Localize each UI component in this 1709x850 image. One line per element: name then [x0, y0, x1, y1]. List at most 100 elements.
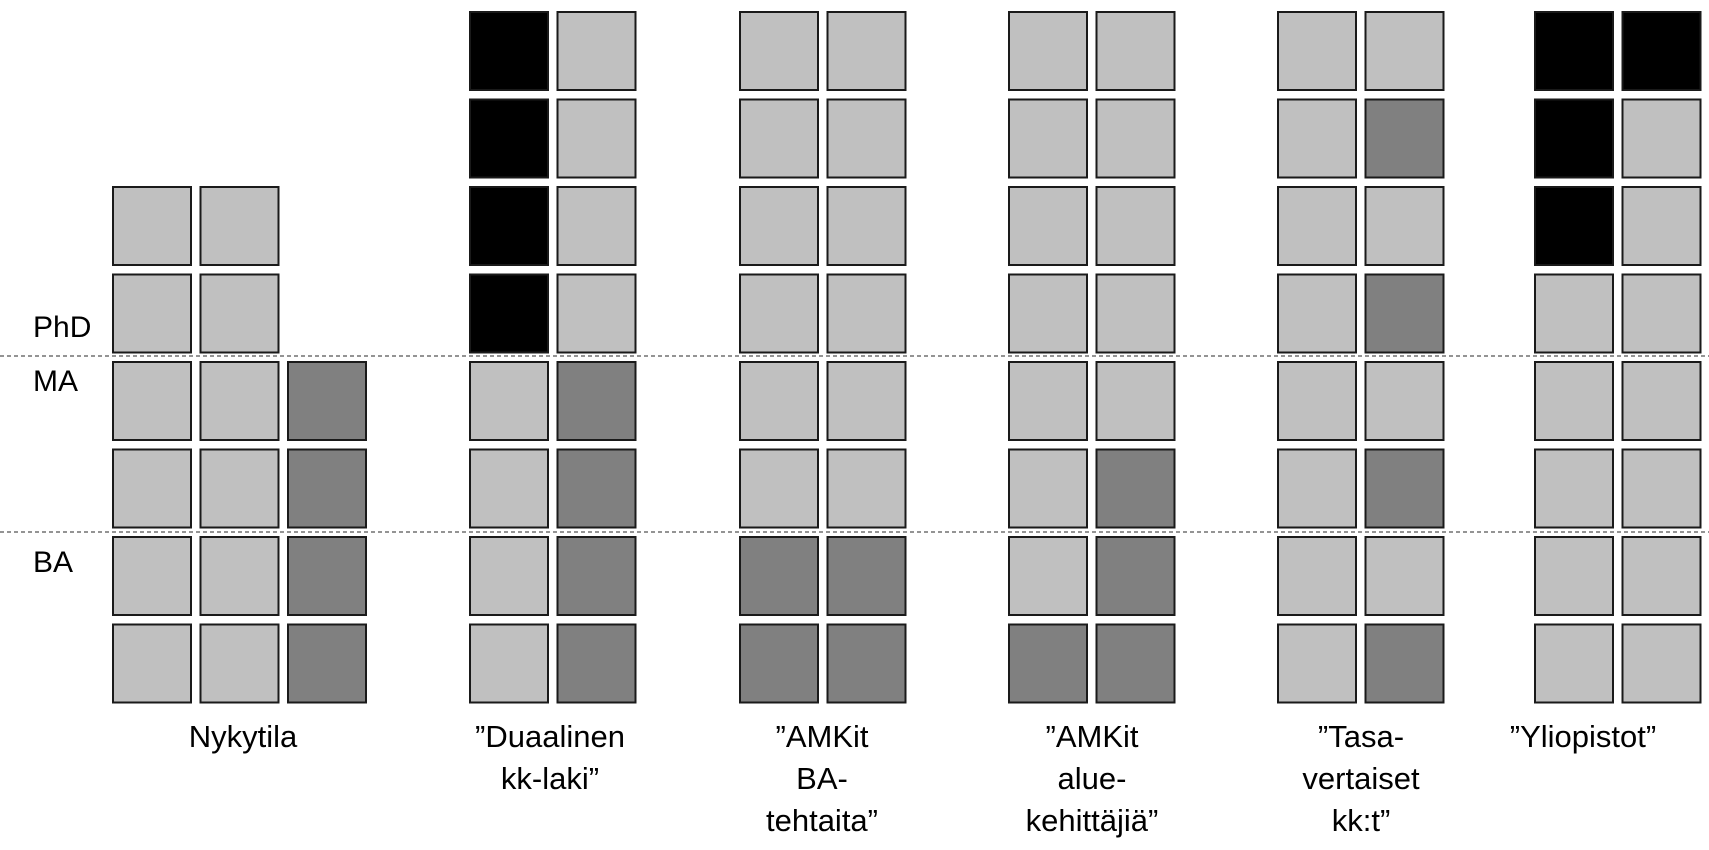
block-light: [739, 11, 819, 91]
block-light: [1008, 448, 1088, 529]
block-light: [1095, 273, 1176, 354]
block-light: [1277, 361, 1357, 441]
block-mid: [1095, 448, 1176, 529]
block-light: [1277, 536, 1357, 616]
block-mid: [739, 536, 819, 616]
scenario-label: ”Duaalinen kk-laki”: [475, 719, 625, 796]
block-light: [826, 273, 907, 354]
scenario-label: ”AMKit alue- kehittäjiä”: [1025, 719, 1159, 838]
block-light: [199, 273, 280, 354]
block-mid: [556, 448, 637, 529]
block-light: [1277, 98, 1357, 179]
block-light: [1621, 273, 1702, 354]
block-light: [112, 536, 192, 616]
block-dark: [469, 273, 549, 354]
block-light: [199, 361, 280, 441]
block-light: [556, 11, 637, 91]
block-light: [556, 98, 637, 179]
block-light: [1534, 361, 1614, 441]
block-light: [1008, 186, 1088, 266]
block-light: [1621, 361, 1702, 441]
scenario-label: Nykytila: [188, 719, 298, 754]
block-light: [112, 361, 192, 441]
block-light: [1008, 98, 1088, 179]
block-light: [112, 623, 192, 704]
block-light: [739, 361, 819, 441]
block-light: [1621, 98, 1702, 179]
block-light: [1621, 536, 1702, 616]
block-mid: [826, 536, 907, 616]
block-light: [199, 623, 280, 704]
block-mid: [1364, 448, 1445, 529]
block-dark: [469, 186, 549, 266]
block-light: [1364, 536, 1445, 616]
block-light: [1364, 11, 1445, 91]
block-light: [1534, 448, 1614, 529]
block-light: [199, 536, 280, 616]
block-light: [1277, 11, 1357, 91]
block-dark: [1534, 11, 1614, 91]
block-light: [1621, 448, 1702, 529]
block-light: [1008, 361, 1088, 441]
block-light: [556, 186, 637, 266]
block-light: [1621, 623, 1702, 704]
block-light: [826, 361, 907, 441]
block-light: [1534, 273, 1614, 354]
block-light: [112, 273, 192, 354]
block-mid: [1364, 273, 1445, 354]
block-mid: [556, 623, 637, 704]
block-light: [469, 361, 549, 441]
block-light: [739, 98, 819, 179]
scenario-label: ”Tasa- vertaiset kk:t”: [1302, 719, 1420, 838]
block-light: [469, 448, 549, 529]
block-light: [1534, 536, 1614, 616]
block-light: [1534, 623, 1614, 704]
block-light: [1277, 186, 1357, 266]
block-mid: [1095, 536, 1176, 616]
block-light: [1095, 98, 1176, 179]
block-light: [1095, 361, 1176, 441]
scenario-label: ”Yliopistot”: [1509, 719, 1657, 754]
block-dark: [1534, 98, 1614, 179]
block-dark: [1621, 11, 1702, 91]
block-light: [739, 273, 819, 354]
level-label-phd: PhD: [33, 311, 92, 344]
block-light: [1277, 623, 1357, 704]
level-label-ba: BA: [33, 546, 74, 579]
block-light: [1095, 186, 1176, 266]
block-light: [1277, 448, 1357, 529]
block-mid: [287, 536, 367, 616]
block-mid: [1364, 98, 1445, 179]
block-light: [469, 536, 549, 616]
block-light: [112, 186, 192, 266]
level-label-ma: MA: [33, 365, 78, 398]
block-light: [112, 448, 192, 529]
block-light: [1364, 361, 1445, 441]
block-mid: [826, 623, 907, 704]
block-light: [1277, 273, 1357, 354]
block-mid: [556, 361, 637, 441]
block-mid: [287, 623, 367, 704]
block-mid: [1008, 623, 1088, 704]
block-dark: [469, 11, 549, 91]
block-light: [826, 186, 907, 266]
block-light: [1008, 273, 1088, 354]
block-light: [556, 273, 637, 354]
block-mid: [1364, 623, 1445, 704]
scenario-label: ”AMKit BA- tehtaita”: [765, 719, 878, 838]
block-mid: [556, 536, 637, 616]
block-light: [739, 186, 819, 266]
block-dark: [469, 98, 549, 179]
block-light: [1621, 186, 1702, 266]
block-light: [1008, 536, 1088, 616]
block-light: [1095, 11, 1176, 91]
block-light: [739, 448, 819, 529]
block-light: [199, 186, 280, 266]
block-mid: [287, 448, 367, 529]
block-mid: [1095, 623, 1176, 704]
block-light: [1008, 11, 1088, 91]
block-light: [826, 448, 907, 529]
block-light: [1364, 186, 1445, 266]
